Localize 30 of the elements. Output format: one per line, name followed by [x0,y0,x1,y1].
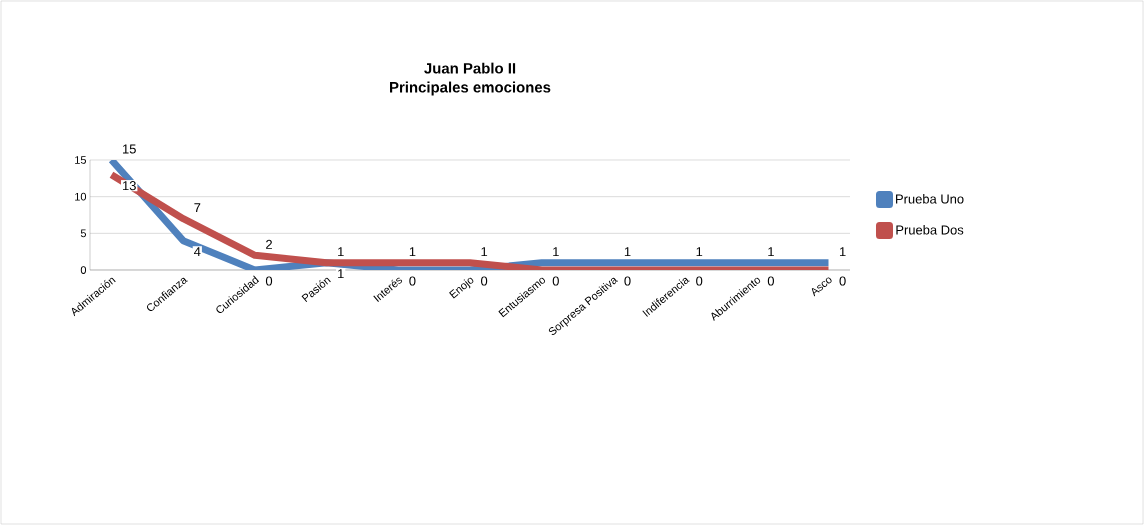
data-label: 4 [194,247,201,257]
data-label: 0 [481,276,488,286]
data-label: 1 [768,247,774,257]
data-label: 7 [194,203,201,213]
data-label: 1 [624,247,631,257]
chart-title: Juan Pablo II [424,62,516,74]
data-label: 1 [409,247,416,257]
y-tick-label: 10 [75,192,87,201]
data-label: 0 [552,276,559,286]
y-tick-label: 0 [80,266,87,274]
data-label: 1 [338,269,344,279]
data-label: 1 [553,247,559,257]
chart-subtitle: Principales emociones [390,81,551,96]
data-label: 1 [338,247,344,257]
data-label: 0 [265,276,273,286]
legend-label: Prueba Uno [896,194,964,204]
data-label: 0 [839,276,846,286]
data-label: 15 [122,144,136,154]
y-tick-label: 5 [80,229,87,238]
legend-label: Prueba Dos [896,225,964,235]
data-label: 1 [696,247,703,257]
data-label: 1 [481,247,488,257]
data-label: 2 [266,239,272,249]
data-label: 0 [409,276,416,286]
data-label: 0 [767,276,774,286]
data-label: 0 [624,276,631,286]
y-tick-label: 15 [75,156,87,164]
data-label: 13 [122,181,136,191]
data-label: 1 [839,247,846,257]
data-label: 0 [696,276,703,286]
